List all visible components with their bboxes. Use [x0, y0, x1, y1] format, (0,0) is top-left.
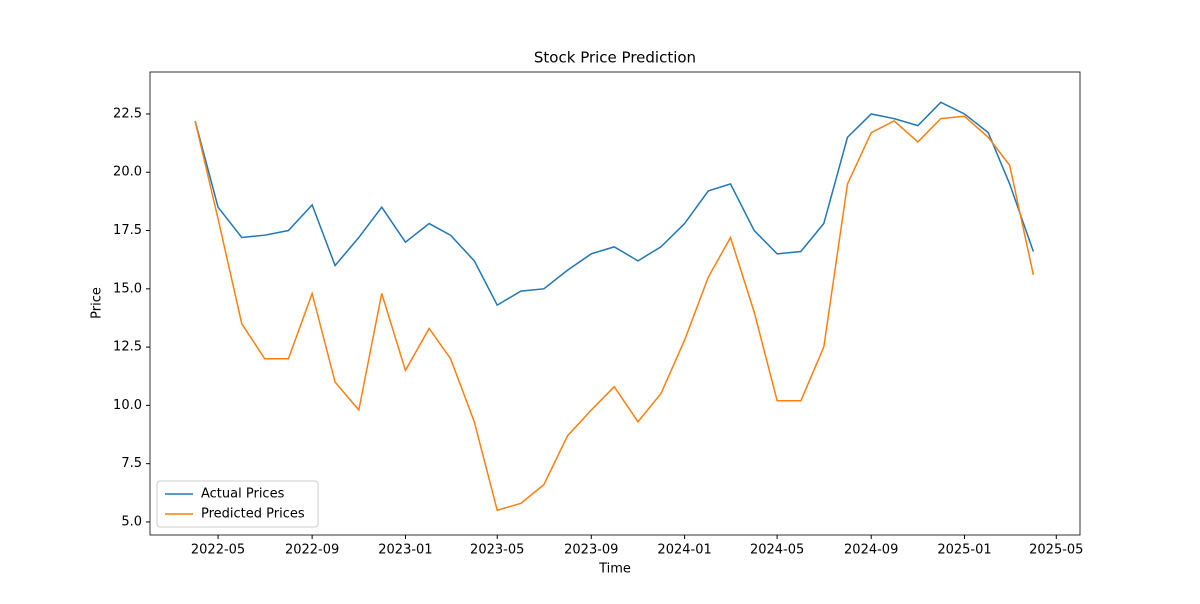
x-tick-label: 2025-01 [937, 543, 991, 558]
x-tick-label: 2025-05 [1029, 543, 1083, 558]
series-line [194, 101, 1035, 307]
x-tick-label: 2024-09 [844, 543, 898, 558]
series-line [194, 115, 1035, 512]
x-tick-label: 2023-09 [564, 543, 618, 558]
y-tick-label: 22.5 [113, 106, 142, 121]
y-tick-label: 17.5 [113, 223, 142, 238]
y-tick-label: 5.0 [121, 514, 142, 529]
chart-title: Stock Price Prediction [534, 49, 696, 67]
x-axis-label: Time [598, 562, 631, 577]
y-axis-label: Price [90, 287, 105, 319]
x-tick-label: 2024-01 [657, 543, 711, 558]
y-tick-label: 20.0 [113, 165, 142, 180]
x-tick-label: 2024-05 [750, 543, 804, 558]
legend-label: Predicted Prices [201, 507, 305, 522]
legend-label: Actual Prices [201, 487, 285, 502]
legend-box [156, 480, 319, 528]
y-tick-label: 7.5 [121, 456, 142, 471]
x-tick-label: 2023-05 [470, 543, 524, 558]
y-tick-label: 10.0 [113, 398, 142, 413]
plot-frame [149, 71, 1081, 536]
x-tick-label: 2022-05 [191, 543, 245, 558]
y-tick-label: 12.5 [113, 340, 142, 355]
x-tick-label: 2022-09 [285, 543, 339, 558]
x-tick-label: 2023-01 [378, 543, 432, 558]
y-tick-label: 15.0 [113, 281, 142, 296]
